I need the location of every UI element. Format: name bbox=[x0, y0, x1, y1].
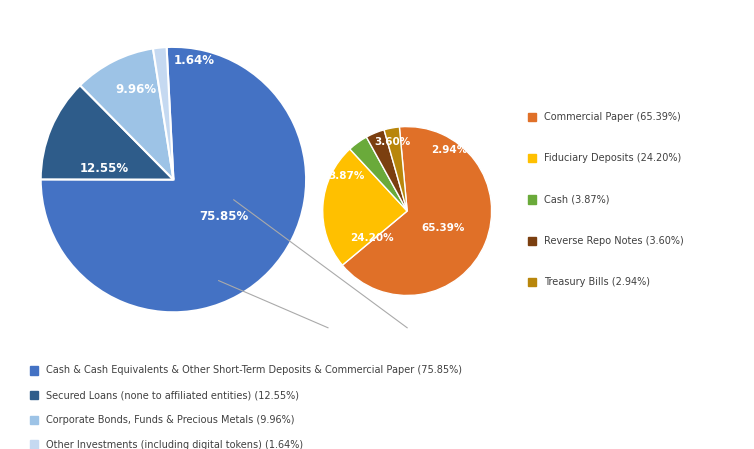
Wedge shape bbox=[323, 149, 407, 265]
Wedge shape bbox=[41, 85, 173, 180]
Text: 75.85%: 75.85% bbox=[199, 210, 249, 223]
Wedge shape bbox=[153, 47, 173, 180]
Text: Other Investments (including digital tokens) (1.64%): Other Investments (including digital tok… bbox=[46, 440, 303, 449]
Text: 2.94%: 2.94% bbox=[431, 145, 467, 155]
Text: 9.96%: 9.96% bbox=[115, 83, 157, 96]
Wedge shape bbox=[350, 137, 407, 211]
Wedge shape bbox=[41, 47, 306, 313]
Text: 65.39%: 65.39% bbox=[421, 223, 464, 233]
Text: 1.64%: 1.64% bbox=[174, 54, 215, 66]
Wedge shape bbox=[342, 127, 492, 295]
Text: Reverse Repo Notes (3.60%): Reverse Repo Notes (3.60%) bbox=[544, 236, 683, 246]
Text: Treasury Bills (2.94%): Treasury Bills (2.94%) bbox=[544, 277, 650, 287]
Text: Corporate Bonds, Funds & Precious Metals (9.96%): Corporate Bonds, Funds & Precious Metals… bbox=[46, 415, 295, 425]
Text: 12.55%: 12.55% bbox=[80, 163, 129, 176]
Wedge shape bbox=[366, 130, 407, 211]
Text: Secured Loans (none to affiliated entities) (12.55%): Secured Loans (none to affiliated entiti… bbox=[46, 390, 299, 400]
Text: Cash (3.87%): Cash (3.87%) bbox=[544, 194, 609, 204]
Wedge shape bbox=[80, 48, 173, 180]
Text: 3.60%: 3.60% bbox=[374, 137, 410, 147]
Wedge shape bbox=[384, 127, 407, 211]
Text: Cash & Cash Equivalents & Other Short-Term Deposits & Commercial Paper (75.85%): Cash & Cash Equivalents & Other Short-Te… bbox=[46, 365, 462, 375]
Text: 24.20%: 24.20% bbox=[350, 233, 394, 243]
Text: 3.87%: 3.87% bbox=[328, 171, 364, 180]
Text: Fiduciary Deposits (24.20%): Fiduciary Deposits (24.20%) bbox=[544, 153, 681, 163]
Text: Commercial Paper (65.39%): Commercial Paper (65.39%) bbox=[544, 112, 680, 122]
